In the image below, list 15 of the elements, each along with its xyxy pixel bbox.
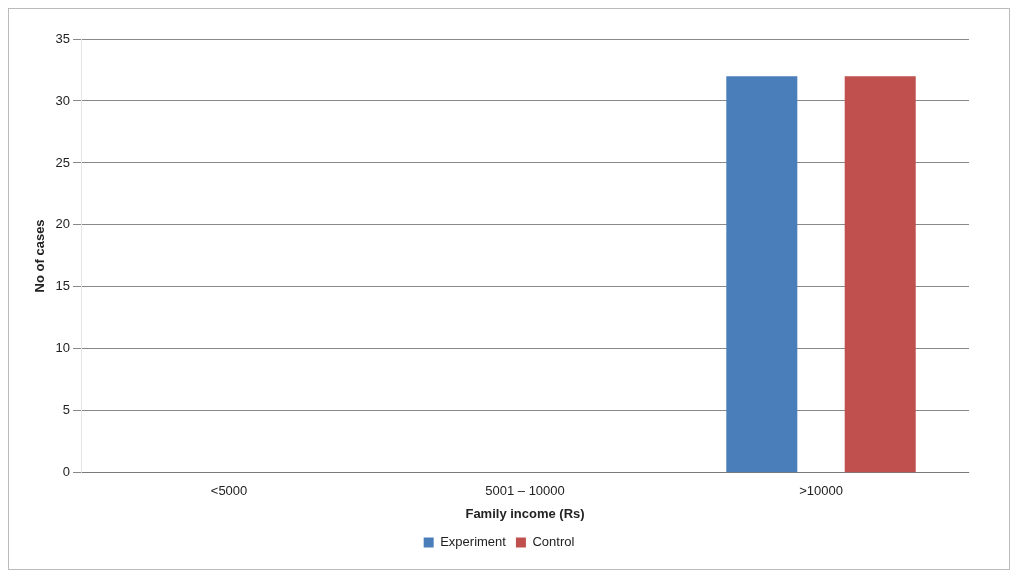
legend-label: Experiment	[440, 534, 507, 550]
y-tick-label: 30	[55, 92, 71, 108]
x-tick-label: 5001 – 10000	[485, 483, 565, 499]
y-tick-label: 15	[55, 278, 71, 294]
x-tick-label: >10000	[799, 483, 843, 499]
legend-label: Control	[532, 534, 575, 550]
y-tick-label: 25	[55, 154, 71, 170]
y-tick-label: 0	[62, 464, 71, 480]
y-tick-label: 5	[62, 402, 71, 418]
y-axis-title: No of cases	[32, 219, 48, 293]
y-tick-label: 35	[55, 30, 71, 46]
x-tick-label: <5000	[210, 483, 248, 499]
y-tick-label: 20	[55, 216, 71, 232]
y-tick-label: 10	[55, 340, 71, 356]
x-axis-title: Family income (Rs)	[465, 505, 585, 521]
